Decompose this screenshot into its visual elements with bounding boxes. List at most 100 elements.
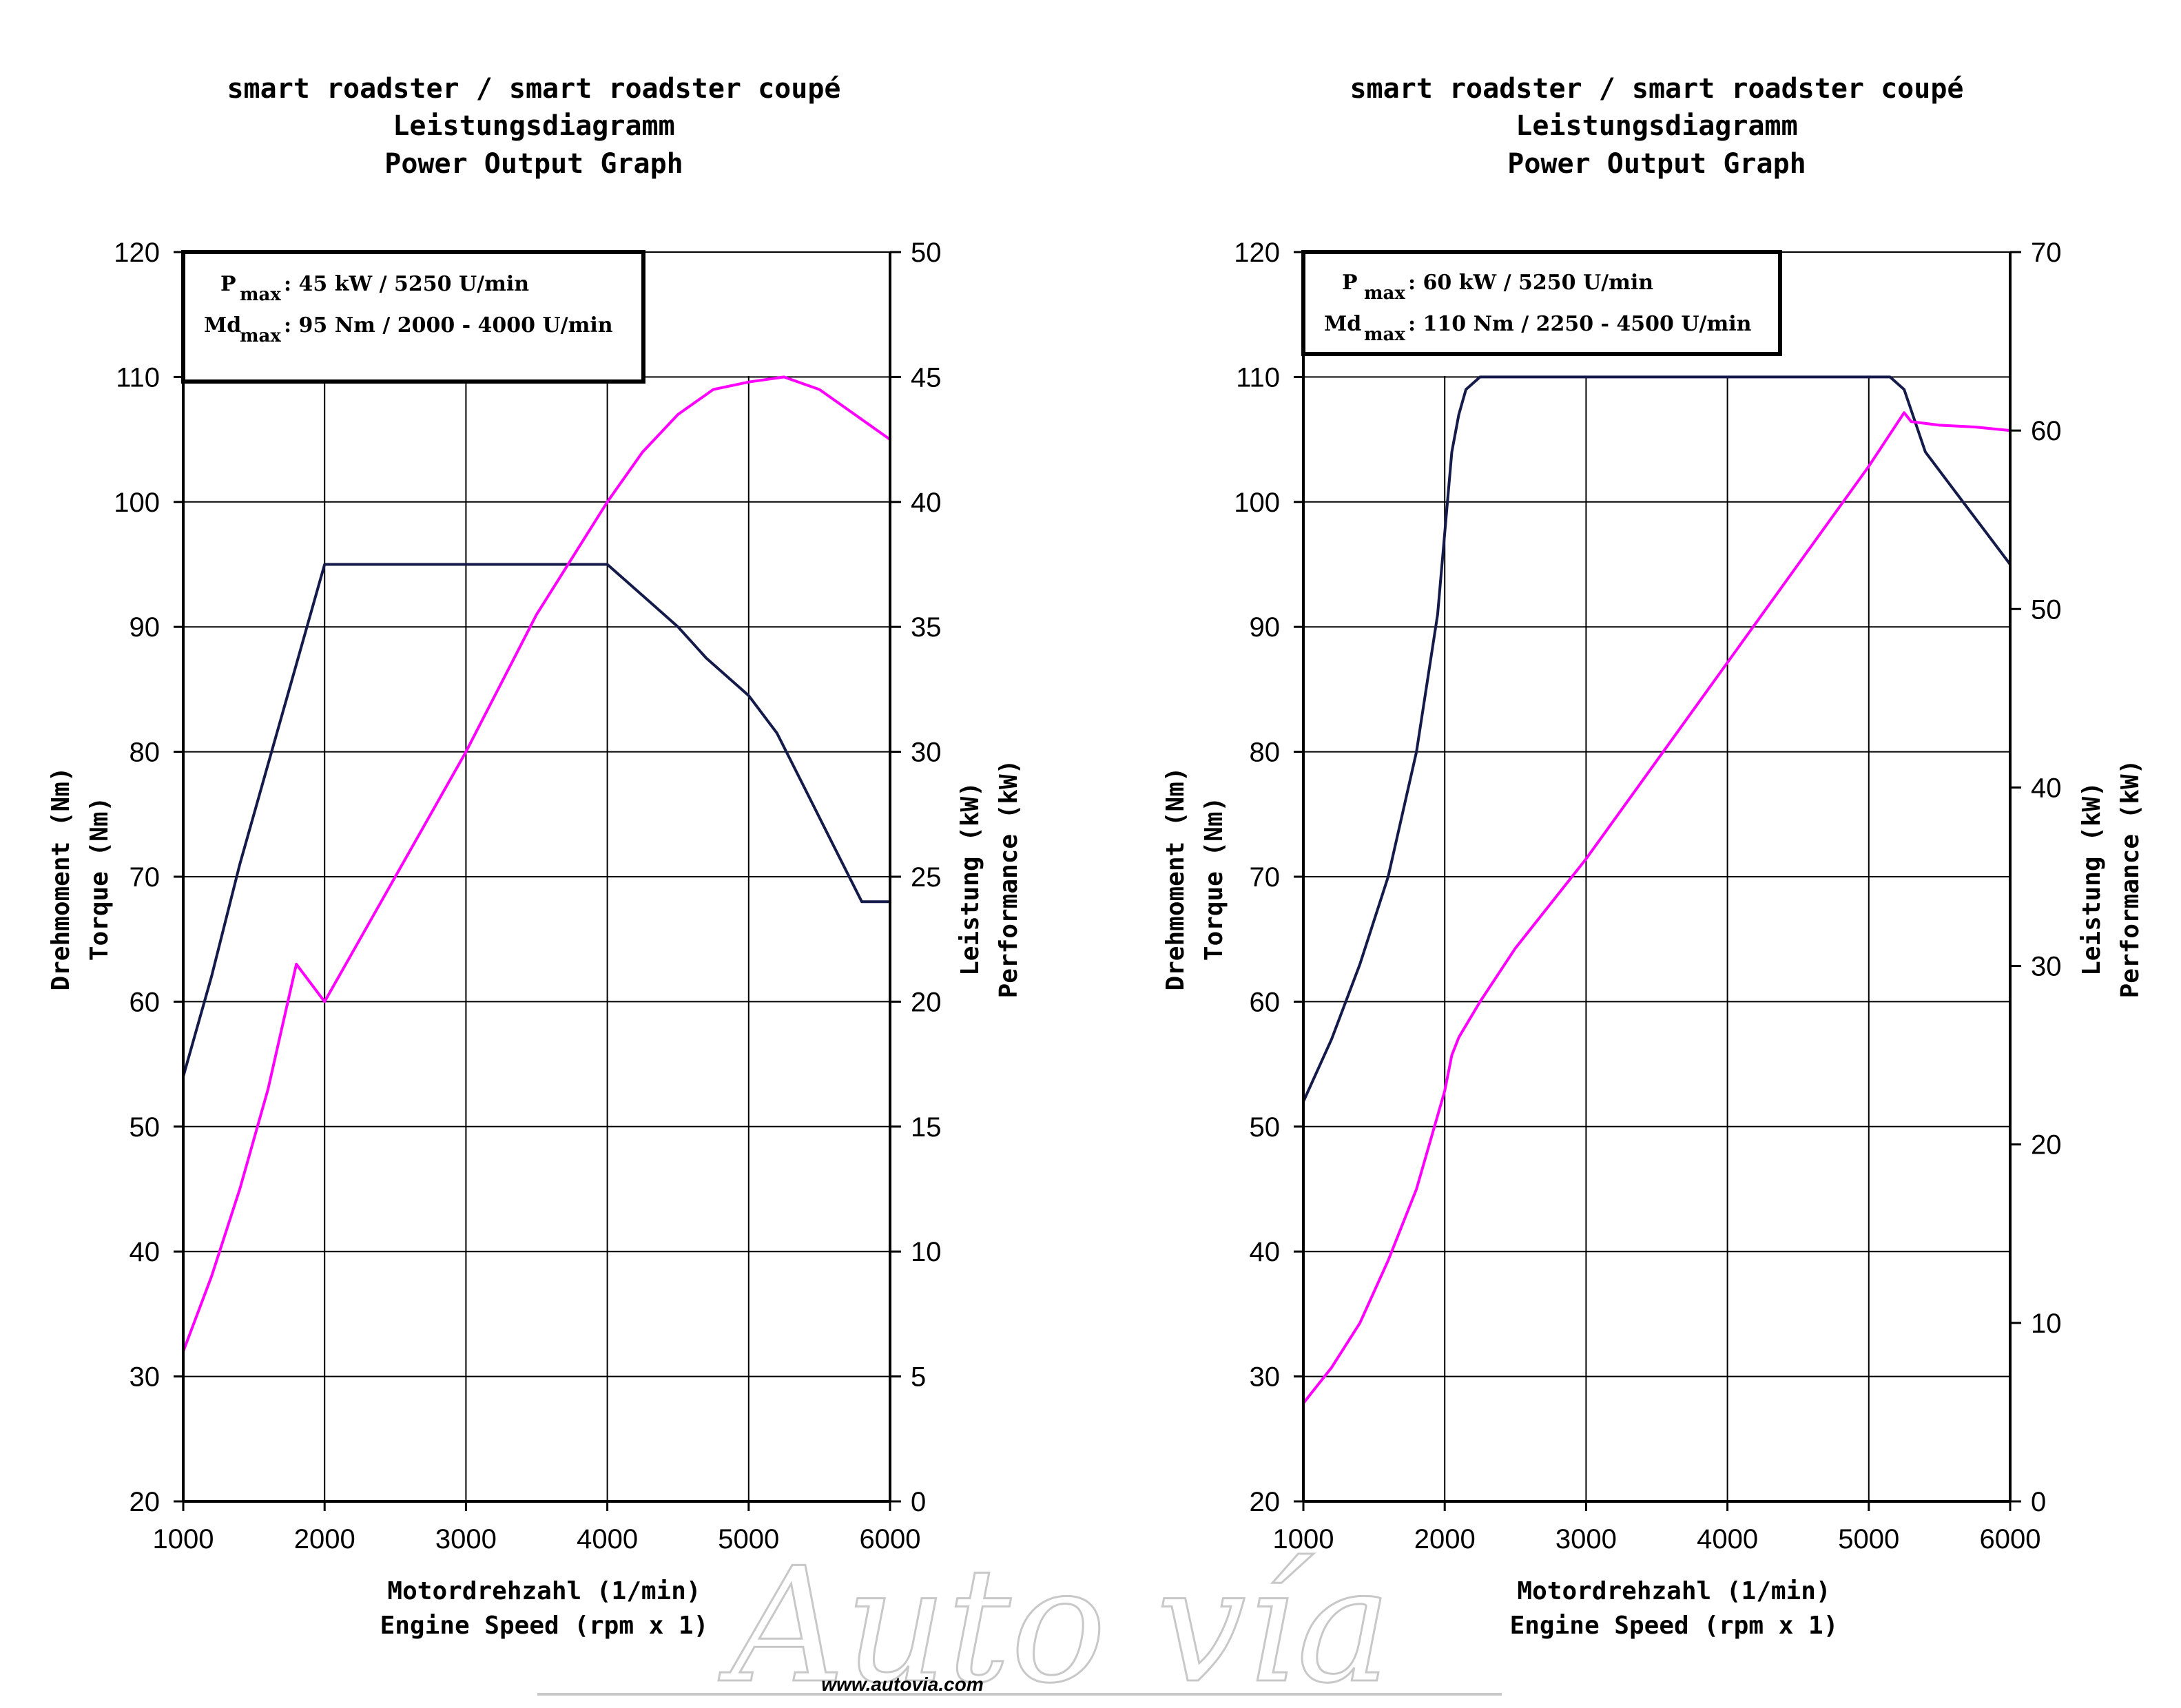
grid bbox=[1303, 251, 2011, 1502]
y-right-tick-label: 0 bbox=[2031, 1487, 2046, 1517]
chart-title-line-3: Power Output Graph bbox=[384, 148, 683, 180]
x-label-2: Engine Speed (rpm x 1) bbox=[1510, 1612, 1839, 1640]
chart-title-line-3: Power Output Graph bbox=[1507, 148, 1806, 180]
y-left-tick-label: 120 bbox=[1234, 238, 1280, 268]
legend-box-frame bbox=[1301, 250, 1782, 356]
y-left-tick-label: 70 bbox=[1250, 862, 1281, 893]
y-left-tick-label: 30 bbox=[1250, 1362, 1281, 1393]
pmax-label: P bbox=[220, 272, 236, 296]
y-right-tick-label: 30 bbox=[2031, 952, 2062, 982]
chart-title-line-1: smart roadster / smart roadster coupé bbox=[227, 73, 840, 105]
y-right-tick-label: 60 bbox=[2031, 416, 2062, 446]
y-right-tick-label: 10 bbox=[911, 1237, 942, 1267]
torque-curve bbox=[1302, 375, 2012, 1103]
y-right-tick-label: 20 bbox=[911, 987, 942, 1017]
y-right-tick-label: 30 bbox=[911, 738, 942, 768]
y-left-tick-label: 110 bbox=[1236, 362, 1280, 393]
series bbox=[182, 375, 891, 1353]
y-right-label-2: Performance (kW) bbox=[2116, 760, 2144, 999]
pmax-value: : 60 kW / 5250 U/min bbox=[1408, 271, 1653, 295]
y-right-tick-label: 10 bbox=[2031, 1309, 2062, 1339]
y-right-label-1: Leistung (kW) bbox=[2078, 782, 2106, 976]
y-right-tick-label: 0 bbox=[911, 1487, 926, 1517]
y-left-tick-label: 30 bbox=[130, 1362, 161, 1393]
y-left-tick-label: 90 bbox=[1250, 612, 1281, 643]
x-tick-label: 5000 bbox=[718, 1524, 779, 1554]
y-right-label-1: Leistung (kW) bbox=[956, 782, 984, 976]
x-tick-label: 2000 bbox=[294, 1524, 355, 1554]
y-right-tick-label: 50 bbox=[911, 238, 942, 268]
y-left-tick-label: 120 bbox=[114, 238, 160, 268]
pmax-sub: max bbox=[1364, 283, 1405, 304]
legend-box: P max : 60 kW / 5250 U/min Md max : 110 … bbox=[1301, 250, 1782, 356]
y-left-tick-label: 60 bbox=[1250, 987, 1281, 1017]
y-left-label-1: Drehmoment (Nm) bbox=[47, 767, 75, 990]
power-graph-left: smart roadster / smart roadster coupé Le… bbox=[47, 73, 1023, 1640]
y-left-label-2: Torque (Nm) bbox=[85, 797, 114, 961]
chart-title-line-1: smart roadster / smart roadster coupé bbox=[1350, 73, 1963, 105]
y-left-tick-label: 20 bbox=[130, 1487, 161, 1517]
x-tick-label: 2000 bbox=[1414, 1524, 1476, 1554]
y-left-tick-label: 80 bbox=[130, 738, 161, 768]
grid bbox=[183, 251, 891, 1502]
y-left-tick-label: 40 bbox=[130, 1237, 161, 1267]
mdmax-label: Md bbox=[204, 313, 241, 337]
y-right-tick-label: 15 bbox=[911, 1112, 942, 1143]
y-left-tick-label: 100 bbox=[1234, 488, 1280, 518]
chart-title-line-2: Leistungsdiagramm bbox=[393, 110, 674, 142]
x-tick-label: 1000 bbox=[153, 1524, 214, 1554]
x-tick-label: 4000 bbox=[577, 1524, 638, 1554]
y-left-tick-label: 100 bbox=[114, 488, 160, 518]
torque-curve bbox=[182, 563, 890, 1077]
y-left-tick-label: 80 bbox=[1250, 738, 1281, 768]
mdmax-sub: max bbox=[1364, 324, 1405, 345]
y-left-tick-label: 40 bbox=[1250, 1237, 1281, 1267]
mdmax-label: Md bbox=[1324, 312, 1361, 336]
y-left-label-1: Drehmoment (Nm) bbox=[1161, 767, 1190, 990]
x-tick-label: 3000 bbox=[435, 1524, 497, 1554]
y-right-tick-label: 40 bbox=[2031, 773, 2062, 803]
watermark-logo: Auto vía bbox=[719, 1534, 1392, 1708]
x-tick-label: 6000 bbox=[1980, 1524, 2041, 1554]
y-left-tick-label: 50 bbox=[1250, 1112, 1281, 1143]
x-tick-label: 1000 bbox=[1273, 1524, 1334, 1554]
x-tick-label: 3000 bbox=[1555, 1524, 1617, 1554]
y-right-tick-label: 25 bbox=[911, 862, 942, 893]
pmax-sub: max bbox=[240, 284, 281, 305]
y-left-tick-label: 90 bbox=[130, 612, 161, 643]
power-graph-right: smart roadster / smart roadster coupé Le… bbox=[1161, 73, 2144, 1640]
y-right-tick-label: 20 bbox=[2031, 1130, 2062, 1160]
x-label-2: Engine Speed (rpm x 1) bbox=[380, 1612, 709, 1640]
x-tick-label: 5000 bbox=[1838, 1524, 1899, 1554]
y-left-tick-label: 20 bbox=[1250, 1487, 1281, 1517]
y-left-label-2: Torque (Nm) bbox=[1200, 797, 1228, 961]
chart-title-line-2: Leistungsdiagramm bbox=[1516, 110, 1797, 142]
y-left-tick-label: 110 bbox=[116, 362, 160, 393]
watermark-url: www.autovia.com bbox=[821, 1674, 983, 1695]
power-curve bbox=[1302, 411, 2011, 1404]
mdmax-value: : 110 Nm / 2250 - 4500 U/min bbox=[1408, 312, 1752, 336]
x-label-1: Motordrehzahl (1/min) bbox=[387, 1577, 701, 1605]
power-curve bbox=[182, 375, 891, 1353]
legend-box-frame bbox=[181, 250, 645, 384]
legend-box: P max : 45 kW / 5250 U/min Md max : 95 N… bbox=[181, 250, 645, 384]
mdmax-sub: max bbox=[240, 326, 281, 346]
y-left-tick-label: 70 bbox=[130, 862, 161, 893]
y-right-tick-label: 45 bbox=[911, 362, 942, 393]
x-label-1: Motordrehzahl (1/min) bbox=[1517, 1577, 1830, 1605]
x-tick-label: 4000 bbox=[1697, 1524, 1758, 1554]
watermark: Auto vía www.autovia.com bbox=[537, 1534, 1502, 1708]
x-tick-label: 6000 bbox=[860, 1524, 921, 1554]
y-right-tick-label: 40 bbox=[911, 488, 942, 518]
y-right-label-2: Performance (kW) bbox=[995, 760, 1023, 999]
y-left-tick-label: 60 bbox=[130, 987, 161, 1017]
pmax-label: P bbox=[1342, 271, 1358, 295]
y-right-tick-label: 70 bbox=[2031, 238, 2062, 268]
y-right-tick-label: 5 bbox=[911, 1362, 926, 1393]
y-left-tick-label: 50 bbox=[130, 1112, 161, 1143]
y-right-tick-label: 35 bbox=[911, 612, 942, 643]
y-right-tick-label: 50 bbox=[2031, 594, 2062, 625]
